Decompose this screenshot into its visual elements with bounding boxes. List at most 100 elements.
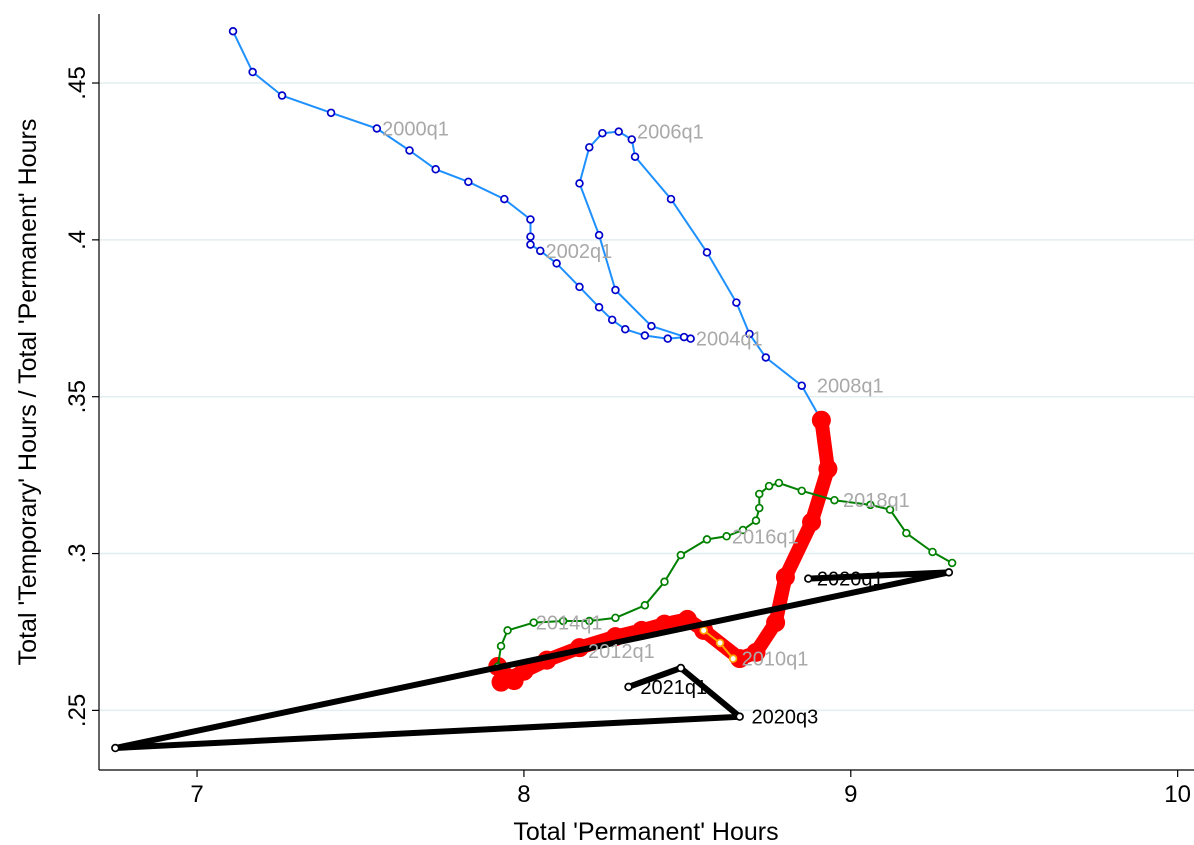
data-point [811, 410, 831, 430]
data-point [611, 613, 620, 623]
point-label: 2020q3 [751, 707, 818, 729]
data-point [676, 663, 686, 673]
data-point [500, 194, 509, 204]
data-point [728, 654, 738, 663]
x-tick-label: 10 [1164, 781, 1191, 808]
data-point [764, 481, 774, 491]
data-point [529, 618, 538, 627]
data-point [585, 616, 594, 626]
data-point [405, 146, 414, 155]
data-point [526, 240, 535, 249]
data-point [431, 165, 440, 174]
data-point [797, 381, 807, 390]
x-axis-title: Total 'Permanent' Hours [513, 818, 778, 845]
data-point [624, 682, 633, 692]
series-0 [228, 27, 826, 425]
data-point [944, 568, 954, 577]
data-point [802, 512, 822, 532]
series-line [232, 30, 823, 422]
data-point [746, 642, 766, 662]
data-point [775, 567, 795, 587]
x-tick-label: 7 [190, 781, 203, 808]
data-point [552, 259, 561, 268]
data-point [928, 547, 937, 557]
data-point [526, 232, 535, 241]
x-ticks: 7 8 9 10 [190, 770, 1191, 808]
data-point [594, 230, 604, 240]
point-label: 2014q1 [536, 613, 603, 635]
data-point [702, 535, 712, 544]
data-point [730, 649, 750, 669]
point-label: 2021q1 [640, 677, 707, 699]
data-point [526, 215, 535, 224]
series-4 [111, 568, 954, 753]
data-point [607, 315, 617, 325]
point-label: 2010q1 [742, 649, 809, 671]
data-point [866, 500, 875, 510]
data-point [575, 282, 584, 292]
y-tick-label: .4 [64, 230, 91, 250]
data-point [774, 478, 784, 488]
data-point [326, 108, 336, 118]
series-line [112, 569, 952, 751]
data-point [611, 285, 620, 295]
data-point [797, 486, 807, 496]
data-point [598, 128, 607, 138]
data-point [585, 143, 594, 152]
data-point [735, 712, 744, 721]
data-point [627, 135, 637, 144]
x-tick-label: 9 [844, 781, 857, 808]
y-tick-label: .3 [64, 544, 91, 564]
point-label: 2012q1 [588, 641, 655, 663]
data-point [818, 459, 838, 479]
point-labels: 2000q1 2002q1 2004q1 2006q1 2008q1 2010q1 2012… [382, 118, 910, 728]
y-tick-label: .45 [64, 66, 91, 99]
gridlines [99, 82, 1194, 712]
point-label: 2016q1 [732, 526, 799, 548]
data-point [621, 325, 630, 334]
y-ticks: .25 .3 .35 .4 .45 [64, 66, 99, 727]
data-point [766, 613, 786, 633]
point-label: 2006q1 [637, 122, 704, 144]
data-point [804, 574, 813, 583]
data-point [372, 124, 382, 133]
data-point [902, 528, 911, 538]
point-label: 2020q1 [817, 569, 884, 591]
data-point [751, 516, 761, 525]
data-point [686, 334, 695, 343]
series-line [490, 413, 835, 690]
data-point [111, 743, 120, 753]
axes [98, 14, 1194, 771]
data-point [676, 550, 686, 560]
data-point [699, 626, 708, 635]
point-label: 2008q1 [817, 376, 884, 398]
data-point [722, 532, 731, 541]
data-point [738, 525, 748, 535]
data-point [464, 177, 473, 187]
data-point [640, 331, 650, 340]
y-tick-label: .25 [64, 694, 91, 727]
data-point [660, 577, 669, 587]
data-point [755, 503, 764, 513]
point-label: 2002q1 [546, 241, 613, 263]
data-point [277, 91, 287, 100]
data-point [504, 671, 524, 691]
data-point [496, 641, 506, 651]
series-2 [699, 626, 738, 663]
data-point [503, 626, 512, 635]
data-point [830, 495, 839, 505]
point-label: 2000q1 [382, 118, 449, 140]
data-point [248, 67, 257, 77]
data-point [640, 601, 650, 610]
data-point [630, 152, 640, 161]
point-label: 2004q1 [696, 329, 763, 351]
y-axis-title: Total 'Temporary' Hours / Total 'Permane… [14, 119, 42, 666]
data-point [702, 248, 712, 257]
series-layer [111, 27, 957, 753]
x-tick-label: 8 [517, 781, 530, 808]
data-point [947, 558, 957, 568]
data-point [594, 303, 604, 312]
data-point [663, 334, 672, 343]
data-point [666, 194, 676, 204]
